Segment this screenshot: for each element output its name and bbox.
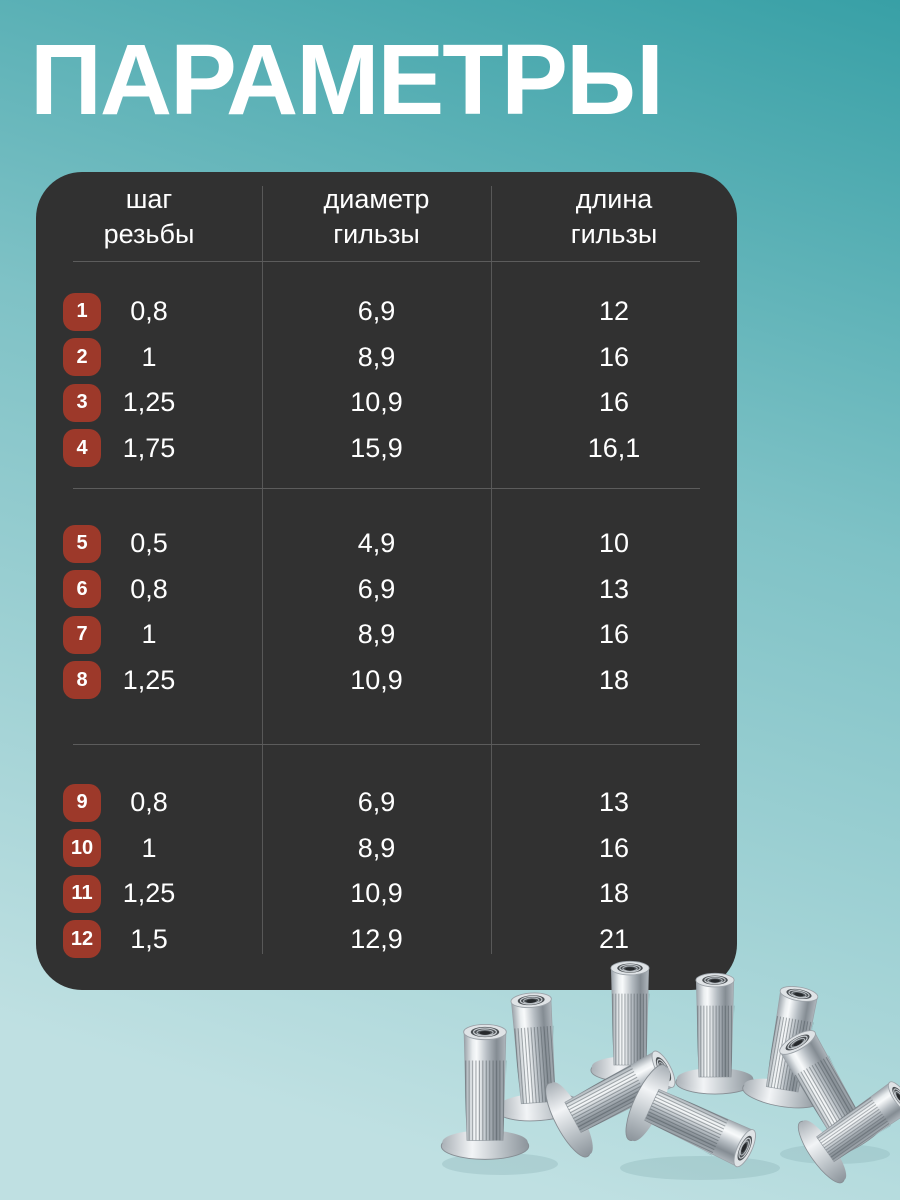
pitch-cell: 11 1,25 [36, 874, 262, 913]
pitch-value: 0,8 [130, 787, 168, 818]
pitch-cell: 8 1,25 [36, 661, 262, 700]
diameter-value: 8,9 [357, 341, 396, 372]
row-number-badge: 9 [63, 783, 101, 822]
diameter-value: 15,9 [350, 432, 403, 463]
length-value: 18 [598, 878, 630, 909]
pitch-value: 1 [141, 341, 157, 372]
pitch-value: 1,5 [130, 923, 168, 954]
pitch-cell: 10 1 [36, 829, 262, 868]
pitch-cell: 6 0,8 [36, 570, 262, 609]
row-number-badge: 6 [63, 570, 101, 609]
diameter-value: 6,9 [357, 296, 396, 327]
length-value: 16 [598, 619, 630, 650]
rivet-nuts-photo [440, 960, 900, 1190]
table-row: 1 0,8 6,9 12 [36, 289, 737, 335]
row-number-badge: 2 [63, 338, 101, 377]
table-group-2: 5 0,5 4,9 10 6 0,8 6,9 13 7 1 8,9 16 8 1,25 10,9 18 [36, 489, 737, 744]
table-row: 3 1,25 10,9 16 [36, 380, 737, 426]
pitch-cell: 5 0,5 [36, 524, 262, 563]
pitch-value: 1,25 [122, 387, 176, 418]
pitch-value: 0,8 [130, 573, 168, 604]
table-header-row: шаг резьбы диаметр гильзы длина гильзы [36, 172, 737, 261]
header-sleeve-diameter: диаметр гильзы [323, 183, 430, 249]
table-group-1: 1 0,8 6,9 12 2 1 8,9 16 3 1,25 10,9 16 4 1,75 15,9 16,1 [36, 262, 737, 488]
shadow [620, 1156, 780, 1180]
pitch-value: 0,8 [130, 296, 168, 327]
pitch-cell: 12 1,5 [36, 920, 262, 959]
row-number-badge: 1 [63, 292, 101, 331]
rivet-nut [675, 972, 755, 1095]
length-value: 21 [598, 923, 630, 954]
diameter-value: 8,9 [357, 832, 396, 863]
diameter-value: 6,9 [357, 787, 396, 818]
length-value: 16 [598, 341, 630, 372]
table-row: 6 0,8 6,9 13 [36, 567, 737, 613]
table-row: 11 1,25 10,9 18 [36, 871, 737, 917]
pitch-value: 1,75 [122, 432, 176, 463]
pitch-cell: 9 0,8 [36, 783, 262, 822]
length-value: 13 [598, 787, 630, 818]
length-value: 13 [598, 573, 630, 604]
row-number-badge: 3 [63, 383, 101, 422]
diameter-value: 10,9 [350, 878, 403, 909]
group-divider [73, 744, 700, 745]
length-value: 12 [598, 296, 630, 327]
table-row: 8 1,25 10,9 18 [36, 658, 737, 704]
table-row: 5 0,5 4,9 10 [36, 521, 737, 567]
table-row: 10 1 8,9 16 [36, 826, 737, 872]
row-number-badge: 11 [63, 874, 101, 913]
diameter-value: 4,9 [357, 528, 396, 559]
length-value: 18 [598, 664, 630, 695]
length-value: 16 [598, 387, 630, 418]
length-value: 16 [598, 832, 630, 863]
table-group-3: 9 0,8 6,9 13 10 1 8,9 16 11 1,25 10,9 18 12 1,5 12,9 21 [36, 745, 737, 962]
diameter-value: 6,9 [357, 573, 396, 604]
diameter-value: 12,9 [350, 923, 403, 954]
header-thread-pitch: шаг резьбы [103, 183, 195, 249]
diameter-value: 10,9 [350, 387, 403, 418]
pitch-cell: 1 0,8 [36, 292, 262, 331]
table-row: 2 1 8,9 16 [36, 335, 737, 381]
row-number-badge: 4 [63, 429, 101, 468]
length-value: 16,1 [587, 432, 641, 463]
parameters-table: шаг резьбы диаметр гильзы длина гильзы 1… [36, 172, 737, 990]
row-number-badge: 10 [63, 829, 101, 868]
table-row: 4 1,75 15,9 16,1 [36, 426, 737, 472]
group-divider [73, 488, 700, 489]
row-number-badge: 8 [63, 661, 101, 700]
table-row: 7 1 8,9 16 [36, 612, 737, 658]
table-row: 9 0,8 6,9 13 [36, 780, 737, 826]
header-sleeve-length: длина гильзы [570, 183, 658, 249]
pitch-value: 0,5 [130, 528, 168, 559]
column-divider [262, 186, 263, 954]
pitch-value: 1,25 [122, 878, 176, 909]
group-divider [73, 261, 700, 262]
pitch-value: 1 [141, 619, 157, 650]
diameter-value: 8,9 [357, 619, 396, 650]
pitch-value: 1,25 [122, 664, 176, 695]
table-row: 12 1,5 12,9 21 [36, 917, 737, 963]
row-number-badge: 7 [63, 615, 101, 654]
diameter-value: 10,9 [350, 664, 403, 695]
pitch-cell: 3 1,25 [36, 383, 262, 422]
column-divider [491, 186, 492, 954]
pitch-value: 1 [141, 832, 157, 863]
length-value: 10 [598, 528, 630, 559]
page-title: ПАРАМЕТРЫ [30, 24, 664, 136]
pitch-cell: 4 1,75 [36, 429, 262, 468]
row-number-badge: 12 [63, 920, 101, 959]
row-number-badge: 5 [63, 524, 101, 563]
